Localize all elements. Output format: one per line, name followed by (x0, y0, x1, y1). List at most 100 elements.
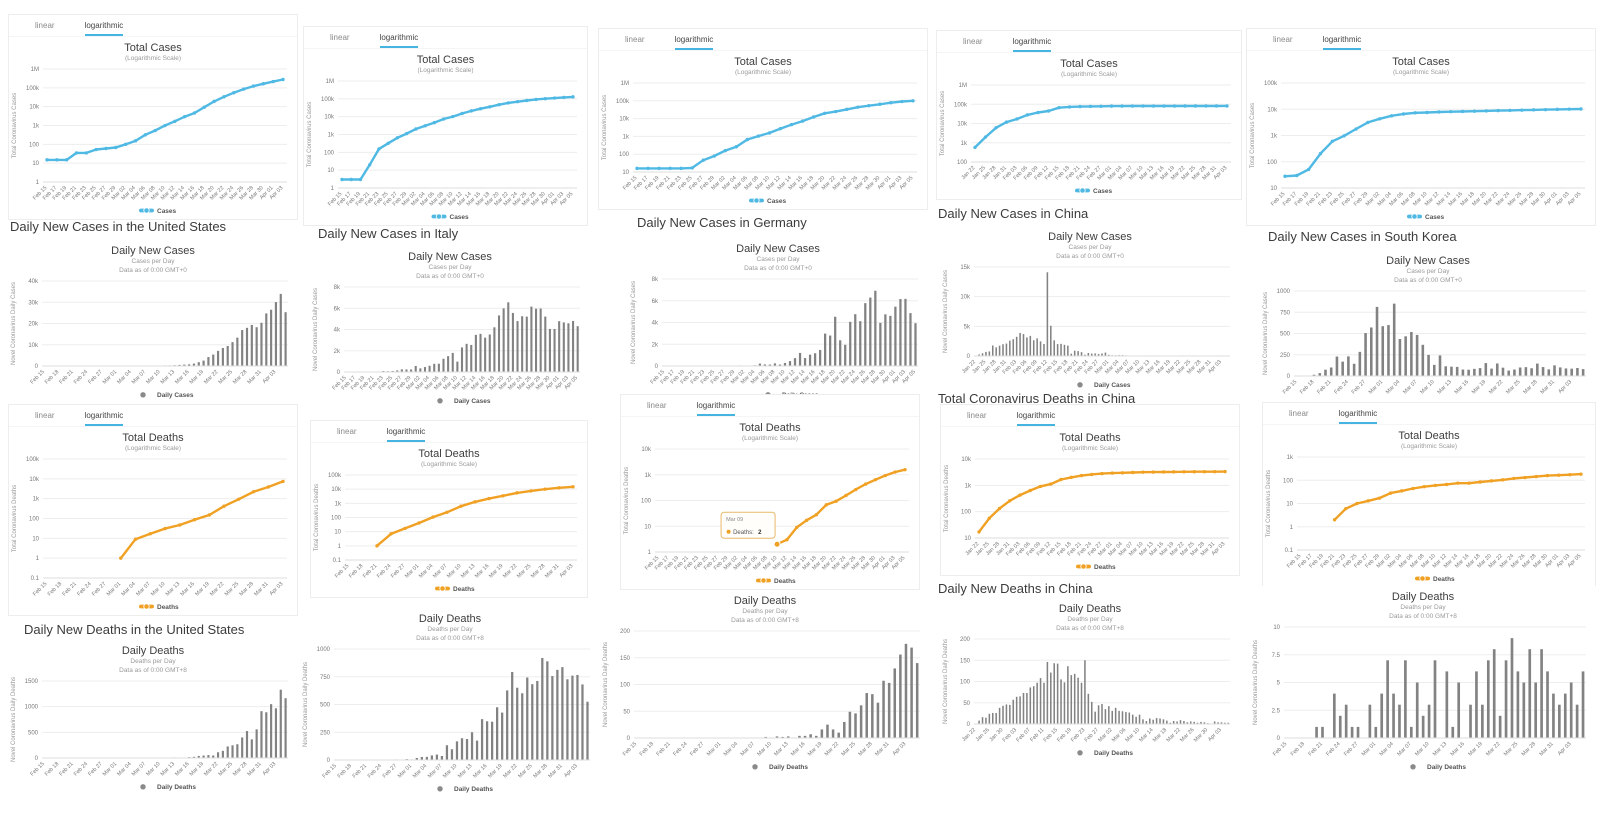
logarithmic-tab[interactable]: logarithmic (1016, 411, 1056, 426)
logarithmic-tab[interactable]: logarithmic (1322, 35, 1362, 50)
linear-tab[interactable]: linear (1273, 35, 1293, 44)
chart-title: Total Cases (124, 42, 182, 54)
logarithmic-tab[interactable]: logarithmic (1338, 409, 1378, 424)
y-axis-label: Novel Coronavirus Daily Deaths (1253, 640, 1259, 725)
italy-daily-deaths-panel[interactable]: Daily Deaths Deaths per Day Data as of 0:0… (300, 608, 600, 795)
scale-tabs: linear logarithmic (9, 15, 297, 37)
italy-total-deaths-panel[interactable]: linear logarithmic Total Deaths (Logarithmi… (310, 420, 588, 598)
svg-text:Mar 10: Mar 10 (1419, 379, 1435, 395)
logarithmic-tab[interactable]: logarithmic (386, 427, 426, 442)
svg-text:Mar 28: Mar 28 (1522, 379, 1538, 395)
south-korea-daily-cases-panel[interactable]: Daily New Cases Cases per Day Data as of 0… (1260, 250, 1596, 411)
chart-subtitle: (Logarithmic Scale) (742, 435, 798, 442)
germany-total-deaths-panel[interactable]: linear logarithmic Total Deaths (Logarithmi… (620, 394, 920, 590)
line-series (1283, 107, 1583, 179)
logarithmic-tab[interactable]: logarithmic (696, 401, 736, 416)
svg-text:Mar 28: Mar 28 (532, 763, 548, 779)
us-total-deaths-panel[interactable]: linear logarithmic Total Deaths (Logarithmi… (8, 404, 298, 616)
linear-tab[interactable]: linear (35, 411, 55, 420)
line-series (977, 470, 1227, 534)
svg-text:Feb 24: Feb 24 (1325, 741, 1341, 757)
y-axis-label: Total Coronavirus Cases (307, 102, 313, 167)
svg-text:Mar 28: Mar 28 (857, 741, 873, 757)
linear-tab[interactable]: linear (963, 37, 983, 46)
us-daily-cases-panel[interactable]: Daily New Cases Cases per Day Data as of 0… (8, 240, 298, 401)
south-korea-total-deaths-panel[interactable]: linear logarithmic Total Deaths (Logarithmi… (1262, 402, 1596, 588)
svg-text:Feb 15: Feb 15 (1272, 741, 1288, 757)
svg-text:0: 0 (627, 736, 631, 742)
chart-title: Total Deaths (1398, 430, 1460, 442)
svg-text:Feb 27: Feb 27 (1343, 741, 1359, 757)
linear-tab[interactable]: linear (967, 411, 987, 420)
chart-title: Daily Deaths (1058, 603, 1122, 615)
logarithmic-tab[interactable]: logarithmic (379, 33, 419, 48)
china-daily-cases-panel[interactable]: Daily New Cases Cases per Day Data as of 0… (940, 226, 1240, 391)
logarithmic-tab[interactable]: logarithmic (84, 21, 124, 36)
svg-text:Mar 10: Mar 10 (1414, 741, 1430, 757)
legend: Deaths (756, 577, 796, 585)
svg-text:Daily Cases: Daily Cases (1094, 382, 1131, 389)
svg-text:Mar 01: Mar 01 (1368, 379, 1384, 395)
china-total-deaths-panel[interactable]: linear logarithmic Total Deaths (Logarithmi… (940, 404, 1240, 576)
italy-daily-cases-panel[interactable]: Daily New Cases Cases per Day Data as of 0… (310, 246, 590, 407)
legend: Daily Cases (140, 392, 194, 399)
us-daily-deaths-panel[interactable]: Daily Deaths Deaths per Day Data as of 0:0… (8, 640, 298, 793)
svg-text:Daily Deaths: Daily Deaths (157, 784, 196, 791)
logarithmic-tab[interactable]: logarithmic (84, 411, 124, 426)
linear-tab[interactable]: linear (647, 401, 667, 410)
svg-text:Feb 18: Feb 18 (44, 761, 60, 777)
svg-text:1M: 1M (31, 67, 39, 73)
china-total-cases-panel[interactable]: linear logarithmic Total Cases (Logarithmic… (936, 30, 1242, 200)
us-total-cases-panel[interactable]: linear logarithmic Total Cases (Logarithmic… (8, 14, 298, 220)
chart-subtitle: Deaths per Day (130, 658, 176, 665)
south-korea-total-cases-panel[interactable]: linear logarithmic Total Cases (Logarithmic… (1246, 28, 1596, 226)
svg-text:Feb 21: Feb 21 (656, 741, 672, 757)
logarithmic-tab[interactable]: logarithmic (674, 35, 714, 50)
y-axis-label: Novel Coronavirus Daily Deaths (11, 677, 17, 762)
linear-tab[interactable]: linear (337, 427, 357, 436)
germany-total-cases-panel[interactable]: linear logarithmic Total Cases (Logarithmic… (598, 28, 928, 210)
svg-text:0: 0 (35, 364, 39, 370)
svg-text:10: 10 (964, 536, 971, 542)
linear-tab[interactable]: linear (1289, 409, 1309, 418)
italy-total-cases-panel[interactable]: linear logarithmic Total Cases (Logarithmic… (303, 26, 588, 226)
legend: Deaths (1415, 575, 1455, 583)
linear-tab[interactable]: linear (35, 21, 55, 30)
china-daily-deaths-panel[interactable]: Daily Deaths Deaths per Day Data as of 0:0… (940, 598, 1240, 759)
legend: Cases (431, 213, 469, 221)
svg-text:Mar 31: Mar 31 (547, 763, 563, 779)
svg-text:200: 200 (960, 637, 971, 643)
linear-tab[interactable]: linear (330, 33, 350, 42)
linear-tab[interactable]: linear (625, 35, 645, 44)
south-korea-daily-deaths-panel[interactable]: Daily Deaths Deaths per Day Data as of 0:0… (1250, 586, 1596, 773)
germany-daily-cases-panel[interactable]: Daily New Cases Cases per Day Data as of 0… (628, 238, 928, 401)
svg-text:Mar 10: Mar 10 (442, 763, 458, 779)
bar-series (978, 660, 1230, 725)
logarithmic-tab[interactable]: logarithmic (1012, 37, 1052, 52)
svg-text:Feb 21: Feb 21 (362, 563, 378, 579)
y-axis-label: Novel Coronavirus Daily Deaths (603, 642, 609, 727)
chart-title: Daily Deaths (121, 645, 185, 657)
germany-daily-deaths-panel[interactable]: Daily Deaths Deaths per Day Data as of 0:0… (600, 590, 930, 773)
svg-text:Mar 30: Mar 30 (1193, 727, 1209, 743)
